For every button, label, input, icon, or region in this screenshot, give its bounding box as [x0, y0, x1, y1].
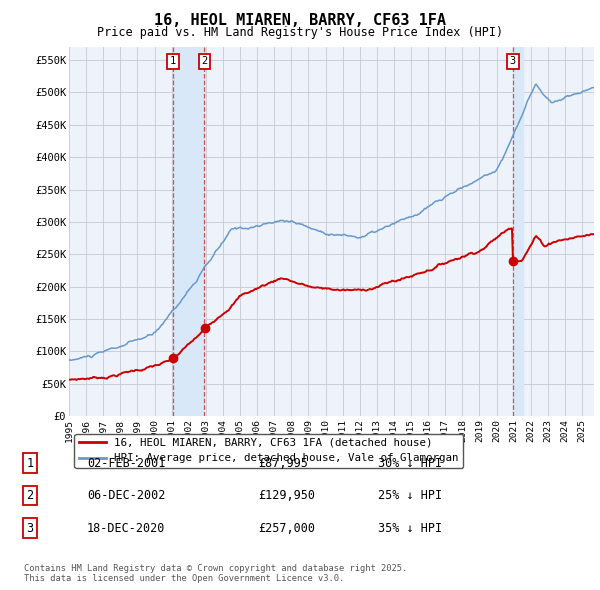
- Text: 2: 2: [202, 57, 208, 67]
- Text: 16, HEOL MIAREN, BARRY, CF63 1FA: 16, HEOL MIAREN, BARRY, CF63 1FA: [154, 13, 446, 28]
- Text: £129,950: £129,950: [258, 489, 315, 502]
- Text: Price paid vs. HM Land Registry's House Price Index (HPI): Price paid vs. HM Land Registry's House …: [97, 26, 503, 39]
- Text: 06-DEC-2002: 06-DEC-2002: [87, 489, 166, 502]
- Text: 25% ↓ HPI: 25% ↓ HPI: [378, 489, 442, 502]
- Legend: 16, HEOL MIAREN, BARRY, CF63 1FA (detached house), HPI: Average price, detached : 16, HEOL MIAREN, BARRY, CF63 1FA (detach…: [74, 434, 463, 468]
- Text: 35% ↓ HPI: 35% ↓ HPI: [378, 522, 442, 535]
- Text: 3: 3: [510, 57, 516, 67]
- Text: 2: 2: [26, 489, 34, 502]
- Bar: [173, 47, 205, 416]
- Text: Contains HM Land Registry data © Crown copyright and database right 2025.
This d: Contains HM Land Registry data © Crown c…: [24, 563, 407, 583]
- Text: 18-DEC-2020: 18-DEC-2020: [87, 522, 166, 535]
- Text: £87,995: £87,995: [258, 457, 308, 470]
- Text: £257,000: £257,000: [258, 522, 315, 535]
- Text: 1: 1: [26, 457, 34, 470]
- Text: 30% ↓ HPI: 30% ↓ HPI: [378, 457, 442, 470]
- Text: 02-FEB-2001: 02-FEB-2001: [87, 457, 166, 470]
- Text: 1: 1: [170, 57, 176, 67]
- Text: 3: 3: [26, 522, 34, 535]
- Bar: [513, 47, 523, 416]
